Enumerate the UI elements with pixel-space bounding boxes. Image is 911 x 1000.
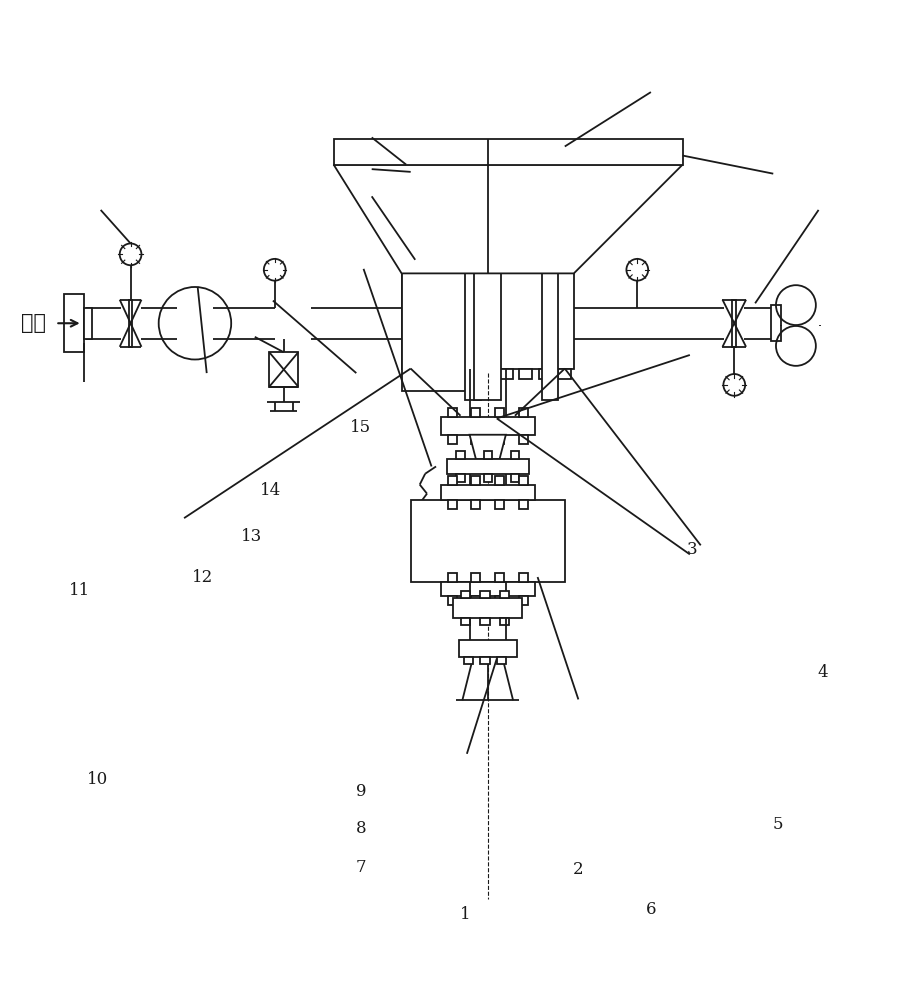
Bar: [404, 369, 417, 379]
Bar: [480, 657, 489, 664]
Bar: [538, 263, 550, 273]
Bar: [445, 369, 457, 379]
Bar: [510, 474, 518, 482]
Bar: [333, 139, 681, 165]
Bar: [447, 476, 456, 485]
Text: 14: 14: [260, 482, 281, 499]
Bar: [471, 596, 480, 605]
Bar: [458, 640, 517, 657]
Bar: [495, 573, 504, 582]
Bar: [518, 408, 527, 417]
Bar: [404, 263, 417, 273]
Bar: [518, 500, 527, 509]
Bar: [495, 435, 504, 444]
Bar: [518, 369, 531, 379]
Bar: [483, 451, 491, 459]
Bar: [65, 294, 84, 352]
Bar: [447, 435, 456, 444]
Bar: [440, 485, 534, 500]
Text: 2: 2: [572, 861, 583, 878]
Bar: [464, 657, 473, 664]
Bar: [269, 352, 298, 387]
Bar: [480, 591, 489, 598]
Bar: [471, 500, 480, 509]
Text: 8: 8: [355, 820, 365, 837]
Bar: [447, 408, 456, 417]
Bar: [518, 476, 527, 485]
Bar: [445, 263, 457, 273]
Bar: [518, 435, 527, 444]
Bar: [128, 300, 132, 347]
Text: 3: 3: [686, 541, 696, 558]
Text: 10: 10: [87, 771, 108, 788]
Bar: [446, 459, 528, 474]
Polygon shape: [333, 165, 681, 273]
Bar: [500, 618, 509, 625]
Bar: [465, 263, 477, 273]
Bar: [480, 618, 489, 625]
Bar: [440, 582, 534, 596]
Bar: [495, 500, 504, 509]
Bar: [496, 657, 506, 664]
Bar: [495, 408, 504, 417]
Bar: [495, 596, 504, 605]
Bar: [499, 263, 512, 273]
Bar: [471, 573, 480, 582]
Bar: [541, 242, 558, 400]
Bar: [499, 369, 512, 379]
Bar: [538, 369, 550, 379]
Polygon shape: [469, 435, 506, 459]
Bar: [425, 263, 437, 273]
Bar: [558, 263, 570, 273]
Bar: [410, 500, 564, 582]
Bar: [471, 408, 480, 417]
Text: 4: 4: [817, 664, 827, 681]
Bar: [453, 598, 522, 618]
Text: 11: 11: [69, 582, 90, 599]
Bar: [401, 273, 573, 369]
Bar: [401, 251, 481, 391]
Bar: [483, 474, 491, 482]
Bar: [456, 474, 464, 482]
Bar: [471, 476, 480, 485]
Text: 9: 9: [355, 783, 365, 800]
Bar: [471, 435, 480, 444]
Text: 15: 15: [350, 419, 371, 436]
Bar: [460, 591, 469, 598]
Bar: [465, 242, 481, 400]
Bar: [465, 369, 477, 379]
Bar: [474, 242, 501, 400]
Bar: [440, 417, 534, 435]
Text: 1: 1: [459, 906, 470, 923]
Text: 6: 6: [645, 901, 655, 918]
Bar: [447, 500, 456, 509]
Bar: [495, 476, 504, 485]
Bar: [456, 451, 464, 459]
Bar: [425, 369, 437, 379]
Bar: [518, 573, 527, 582]
Text: 进水: 进水: [21, 313, 46, 333]
Bar: [732, 300, 735, 347]
Bar: [500, 591, 509, 598]
Bar: [518, 263, 531, 273]
Bar: [447, 573, 456, 582]
Bar: [447, 596, 456, 605]
Text: 7: 7: [355, 859, 365, 876]
Text: 12: 12: [191, 569, 212, 586]
Bar: [558, 369, 570, 379]
Bar: [518, 596, 527, 605]
Bar: [771, 305, 780, 341]
Bar: [460, 618, 469, 625]
Bar: [510, 451, 518, 459]
Bar: [84, 308, 91, 339]
Text: 5: 5: [772, 816, 783, 833]
Text: 13: 13: [241, 528, 262, 545]
